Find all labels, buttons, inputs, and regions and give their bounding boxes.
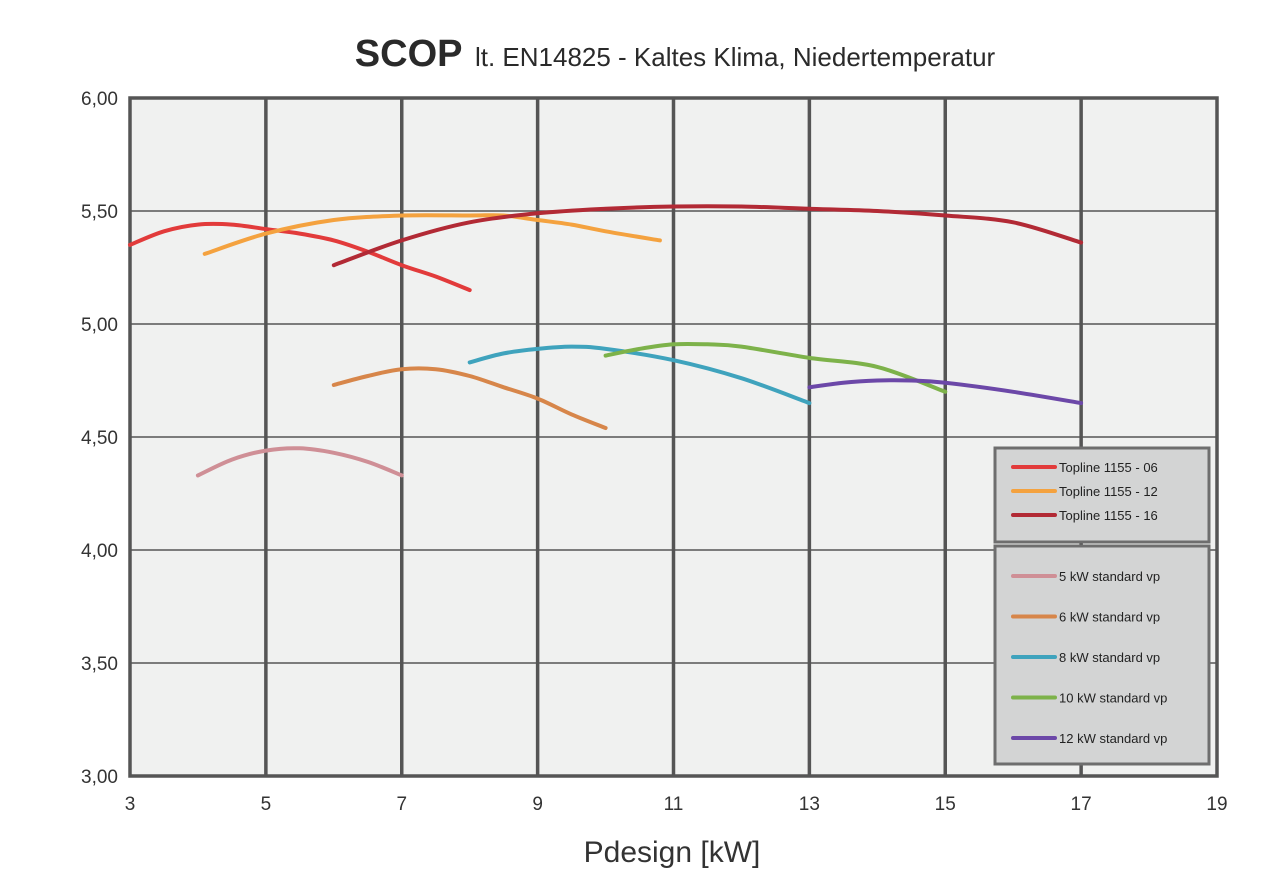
x-tick-label: 15	[935, 794, 956, 815]
y-tick-label: 5,50	[81, 202, 118, 223]
y-tick-label: 3,50	[81, 654, 118, 675]
y-tick-label: 4,50	[81, 428, 118, 449]
series-line-6-kw-standard-vp	[331, 366, 608, 430]
chart-title-rest: lt. EN14825 - Kaltes Klima, Niedertemper…	[475, 42, 996, 72]
legend-label: 12 kW standard vp	[1059, 731, 1167, 746]
x-tick-label: 5	[261, 794, 272, 815]
series-line-10-kw-standard-vp	[603, 341, 948, 394]
plot-frame	[128, 96, 1219, 778]
x-tick-label: 9	[532, 794, 543, 815]
x-tick-label: 3	[125, 794, 136, 815]
chart-title-bold: SCOP	[355, 33, 463, 75]
series-line-topline-1155-12	[202, 213, 662, 256]
x-tick-label: 13	[799, 794, 820, 815]
legend-box	[993, 446, 1211, 544]
y-tick-label: 5,00	[81, 315, 118, 336]
chart-title: SCOP lt. EN14825 - Kaltes Klima, Niedert…	[355, 33, 996, 75]
x-tick-label: 11	[664, 794, 684, 815]
legend-label: Topline 1155 - 16	[1059, 508, 1158, 523]
legend-label: 6 kW standard vp	[1059, 610, 1160, 625]
y-tick-label: 3,00	[81, 767, 118, 788]
x-axis-title: Pdesign [kW]	[584, 836, 761, 869]
series-line-8-kw-standard-vp	[467, 344, 812, 406]
legend-label: Topline 1155 - 12	[1059, 484, 1158, 499]
series-line-5-kw-standard-vp	[195, 446, 404, 478]
y-tick-label: 4,00	[81, 541, 118, 562]
legend-label: 8 kW standard vp	[1059, 650, 1160, 665]
x-tick-label: 7	[396, 794, 407, 815]
legend-label: 5 kW standard vp	[1059, 569, 1160, 584]
legend-label: 10 kW standard vp	[1059, 691, 1167, 706]
x-tick-label: 17	[1071, 794, 1092, 815]
series-line-12-kw-standard-vp	[807, 378, 1084, 406]
x-tick-label: 19	[1206, 794, 1227, 815]
series-line-topline-1155-16	[331, 204, 1084, 268]
legend-label: Topline 1155 - 06	[1059, 460, 1158, 475]
series-line-topline-1155-06	[128, 221, 472, 293]
y-tick-label: 6,00	[81, 89, 118, 110]
